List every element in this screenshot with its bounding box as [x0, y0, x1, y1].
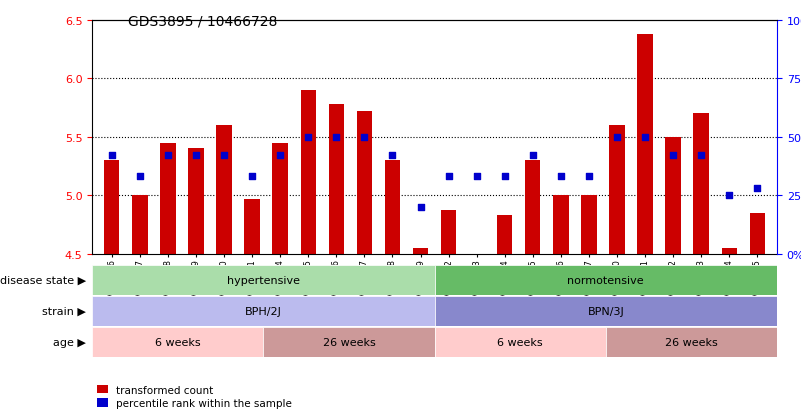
- Bar: [722, 248, 737, 254]
- Point: [554, 174, 567, 180]
- Point: [162, 153, 175, 159]
- Bar: [160, 143, 175, 254]
- Point: [582, 174, 595, 180]
- Point: [498, 174, 511, 180]
- Bar: [216, 126, 231, 254]
- Bar: [104, 161, 119, 254]
- Bar: [356, 112, 372, 254]
- Bar: [92, 265, 434, 295]
- Text: GDS3895 / 10466728: GDS3895 / 10466728: [128, 14, 277, 28]
- Bar: [750, 213, 765, 254]
- Bar: [300, 90, 316, 254]
- Text: 26 weeks: 26 weeks: [323, 337, 376, 347]
- Text: strain ▶: strain ▶: [42, 306, 86, 316]
- Bar: [553, 196, 569, 254]
- Point: [302, 134, 315, 140]
- Bar: [92, 327, 264, 357]
- Point: [386, 153, 399, 159]
- Point: [526, 153, 539, 159]
- Bar: [188, 149, 203, 254]
- Point: [610, 134, 623, 140]
- Point: [751, 185, 763, 192]
- Text: disease state ▶: disease state ▶: [0, 275, 86, 285]
- Point: [414, 204, 427, 211]
- Bar: [132, 196, 147, 254]
- Bar: [441, 211, 457, 254]
- Bar: [434, 265, 777, 295]
- Bar: [469, 254, 485, 271]
- Bar: [434, 327, 606, 357]
- Bar: [244, 199, 260, 254]
- Point: [218, 153, 231, 159]
- Bar: [434, 296, 777, 326]
- Bar: [497, 216, 513, 254]
- Bar: [413, 248, 429, 254]
- Bar: [582, 196, 597, 254]
- Text: age ▶: age ▶: [53, 337, 86, 347]
- Bar: [694, 114, 709, 254]
- Point: [694, 153, 707, 159]
- Bar: [384, 161, 400, 254]
- Point: [190, 153, 203, 159]
- Bar: [610, 126, 625, 254]
- Text: 26 weeks: 26 weeks: [665, 337, 718, 347]
- Point: [723, 192, 735, 199]
- Point: [666, 153, 679, 159]
- Bar: [666, 137, 681, 254]
- Point: [358, 134, 371, 140]
- Point: [442, 174, 455, 180]
- Text: BPH/2J: BPH/2J: [245, 306, 282, 316]
- Bar: [638, 35, 653, 254]
- Text: normotensive: normotensive: [567, 275, 644, 285]
- Bar: [525, 161, 541, 254]
- Point: [330, 134, 343, 140]
- Text: BPN/3J: BPN/3J: [587, 306, 624, 316]
- Legend: transformed count, percentile rank within the sample: transformed count, percentile rank withi…: [98, 385, 292, 408]
- Point: [470, 174, 483, 180]
- Text: hypertensive: hypertensive: [227, 275, 300, 285]
- Point: [274, 153, 287, 159]
- Bar: [92, 296, 434, 326]
- Point: [134, 174, 147, 180]
- Bar: [606, 327, 777, 357]
- Point: [638, 134, 651, 140]
- Point: [106, 153, 119, 159]
- Bar: [264, 327, 434, 357]
- Point: [246, 174, 259, 180]
- Bar: [328, 104, 344, 254]
- Text: 6 weeks: 6 weeks: [497, 337, 543, 347]
- Bar: [272, 143, 288, 254]
- Text: 6 weeks: 6 weeks: [155, 337, 200, 347]
